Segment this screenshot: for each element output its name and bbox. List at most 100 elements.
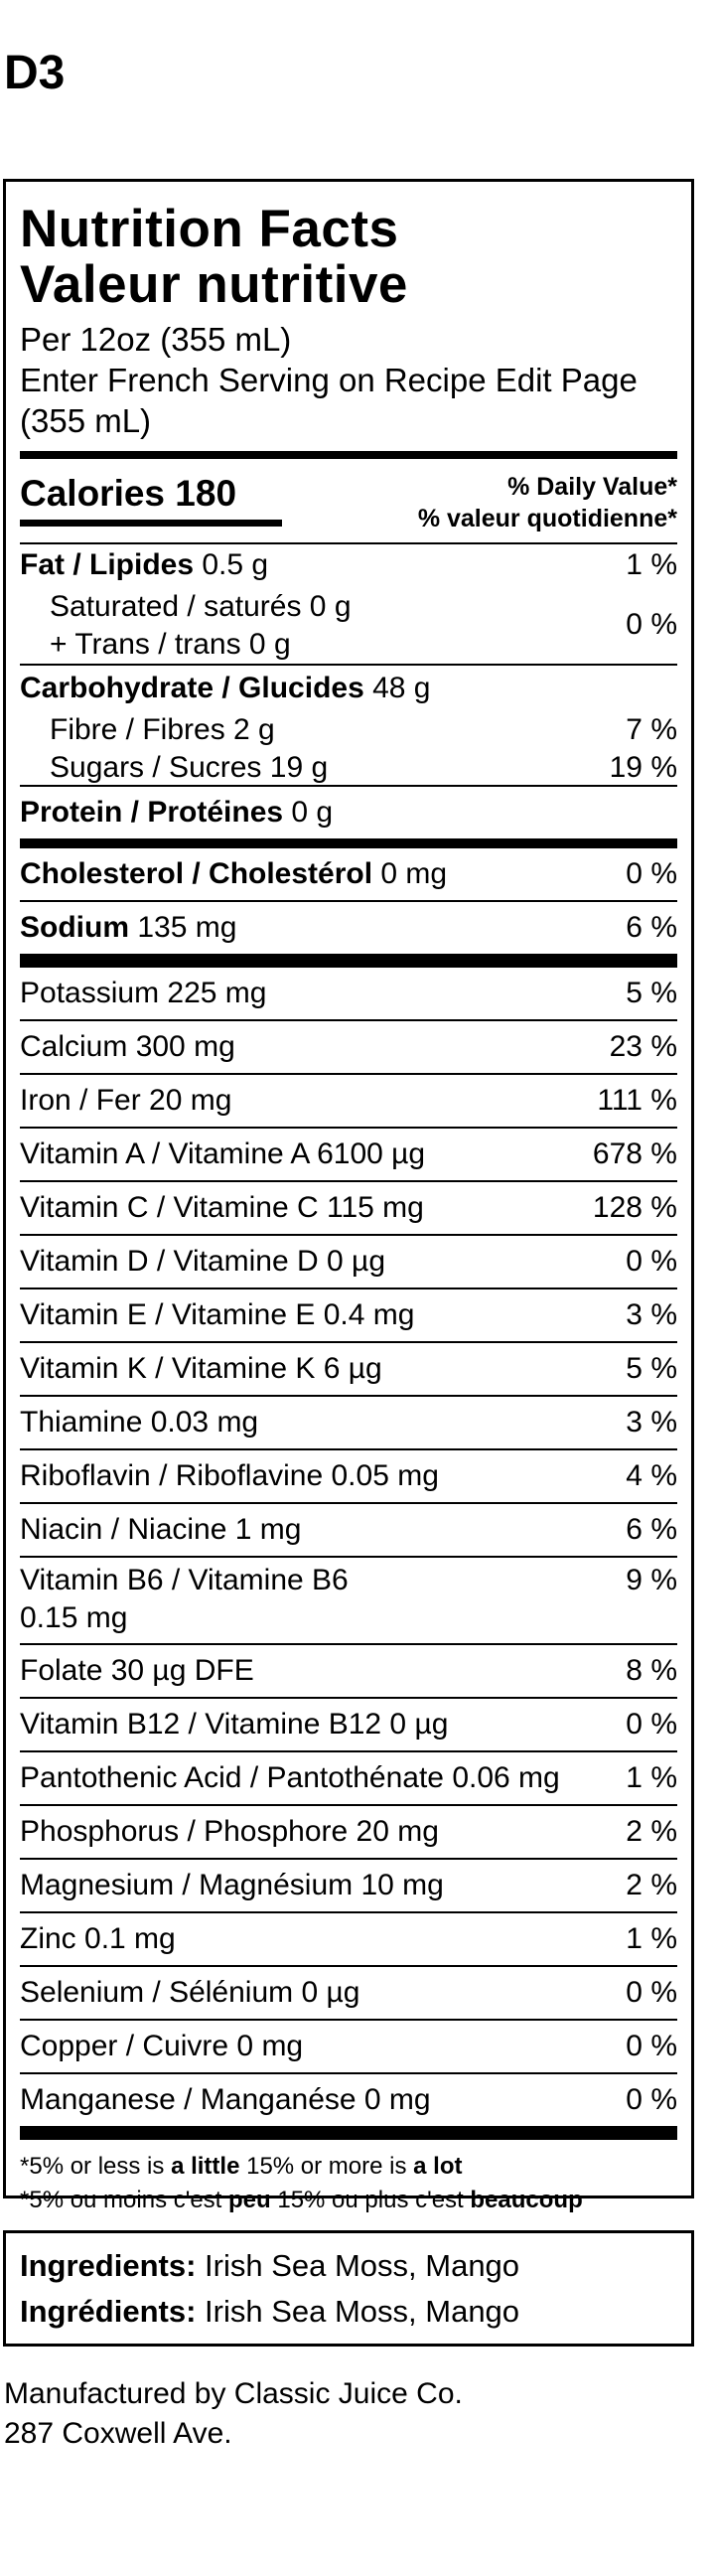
divider xyxy=(20,785,677,787)
carb-label: Carbohydrate / Glucides xyxy=(20,672,364,704)
protein-label: Protein / Protéines xyxy=(20,796,284,829)
protein-text: Protein / Protéines 0 g xyxy=(20,787,333,838)
nutrient-pct: 0 % xyxy=(626,1976,677,2009)
manufacturer-info: Manufactured by Classic Juice Co. 287 Co… xyxy=(4,2374,463,2454)
divider xyxy=(20,1502,677,1504)
nutrient-pct: 6 % xyxy=(626,1513,677,1546)
nutrient-label: Manganese / Manganése 0 mg xyxy=(20,2083,431,2116)
vitamin-b6-pct: 9 % xyxy=(626,1564,677,1596)
footnote-en-c: 15% or more is xyxy=(239,2153,414,2180)
nutrient-pct: 5 % xyxy=(626,977,677,1009)
ingredients-fr-label: Ingrédients: xyxy=(20,2294,197,2329)
nutrient-pct: 2 % xyxy=(626,1815,677,1848)
divider xyxy=(20,1643,677,1645)
nutrient-label: Magnesium / Magnésium 10 mg xyxy=(20,1869,444,1901)
protein-amount: 0 g xyxy=(283,796,334,829)
ingredients-english: Ingredients: Irish Sea Moss, Mango xyxy=(20,2243,677,2289)
divider xyxy=(20,542,677,544)
footnote-fr-b: peu xyxy=(228,2187,271,2213)
fibre-row: Fibre / Fibres 2 g xyxy=(50,713,275,746)
nutrient-label: Folate 30 µg DFE xyxy=(20,1654,254,1687)
vitamin-b6-amount: 0.15 mg xyxy=(20,1601,128,1634)
footnote-english: *5% or less is a little 15% or more is a… xyxy=(20,2150,677,2184)
nutrient-pct: 23 % xyxy=(609,1030,677,1063)
nutrient-label: Vitamin B12 / Vitamine B12 0 µg xyxy=(20,1708,449,1741)
daily-value-header-en: % Daily Value* xyxy=(507,473,677,501)
divider xyxy=(20,1556,677,1558)
divider xyxy=(20,1019,677,1021)
fat-label: Fat / Lipides xyxy=(20,548,195,581)
divider-thick xyxy=(20,451,677,459)
nutrient-row: Vitamin A / Vitamine A 6100 µg 678 % xyxy=(20,1129,677,1180)
nutrient-label: Pantothenic Acid / Pantothénate 0.06 mg xyxy=(20,1761,560,1794)
fat-pct: 1 % xyxy=(626,548,677,581)
nutrient-pct: 8 % xyxy=(626,1654,677,1687)
manufacturer-name: Manufactured by Classic Juice Co. xyxy=(4,2377,463,2410)
nutrient-row: Manganese / Manganése 0 mg 0 % xyxy=(20,2074,677,2126)
nutrition-facts-table: Nutrition Facts Valeur nutritive Per 12o… xyxy=(3,179,694,2213)
nutrient-pct: 128 % xyxy=(592,1191,677,1224)
saturated-row: Saturated / saturés 0 g xyxy=(50,590,352,623)
heading-english: Nutrition Facts xyxy=(20,200,399,258)
daily-value-header: % Daily Value* % valeur quotidienne* xyxy=(418,471,677,534)
nutrient-label: Vitamin C / Vitamine C 115 mg xyxy=(20,1191,424,1224)
sodium-amount: 135 mg xyxy=(129,911,237,944)
footnote-fr-c: 15% ou plus c'est xyxy=(270,2187,471,2213)
divider xyxy=(20,1234,677,1236)
nutrient-label: Riboflavin / Riboflavine 0.05 mg xyxy=(20,1459,439,1492)
nutrient-row: Potassium 225 mg 5 % xyxy=(20,968,677,1019)
footnote-fr-a: *5% ou moins c'est xyxy=(20,2187,229,2213)
cholesterol-text: Cholesterol / Cholestérol 0 mg xyxy=(20,848,447,900)
nutrient-row: Zinc 0.1 mg 1 % xyxy=(20,1913,677,1965)
nutrient-row: Vitamin E / Vitamine E 0.4 mg 3 % xyxy=(20,1289,677,1341)
nutrient-row: Vitamin C / Vitamine C 115 mg 128 % xyxy=(20,1182,677,1234)
nutrient-label: Vitamin A / Vitamine A 6100 µg xyxy=(20,1137,426,1170)
nutrient-label: Vitamin E / Vitamine E 0.4 mg xyxy=(20,1298,415,1331)
divider xyxy=(20,1341,677,1343)
sodium-text: Sodium 135 mg xyxy=(20,902,236,954)
nutrient-row: Thiamine 0.03 mg 3 % xyxy=(20,1397,677,1448)
fat-amount: 0.5 g xyxy=(194,548,269,581)
vitamin-b6-row: Vitamin B6 / Vitamine B6 0.15 mg 9 % xyxy=(20,1558,677,1643)
nutrient-pct: 1 % xyxy=(626,1761,677,1794)
sodium-row: Sodium 135 mg 6 % xyxy=(20,902,677,954)
nutrient-row: Vitamin D / Vitamine D 0 µg 0 % xyxy=(20,1236,677,1288)
ingredients-french: Ingrédients: Irish Sea Moss, Mango xyxy=(20,2289,677,2335)
divider xyxy=(20,1180,677,1182)
divider xyxy=(20,1448,677,1450)
nutrient-label: Thiamine 0.03 mg xyxy=(20,1406,259,1439)
calories-label: Calories 180 xyxy=(20,473,237,514)
nutrient-row: Pantothenic Acid / Pantothénate 0.06 mg 1… xyxy=(20,1752,677,1804)
nutrient-label: Vitamin K / Vitamine K 6 µg xyxy=(20,1352,382,1385)
cholesterol-row: Cholesterol / Cholestérol 0 mg 0 % xyxy=(20,848,677,900)
nutrient-label: Potassium 225 mg xyxy=(20,977,267,1009)
carb-amount: 48 g xyxy=(363,672,431,704)
nutrient-row: Riboflavin / Riboflavine 0.05 mg 4 % xyxy=(20,1450,677,1502)
serving-size: Per 12oz (355 mL) Enter French Serving o… xyxy=(20,319,677,441)
manufacturer-address: 287 Coxwell Ave. xyxy=(4,2417,232,2450)
nutrient-row: Folate 30 µg DFE 8 % xyxy=(20,1645,677,1697)
serving-line-1: Per 12oz (355 mL) xyxy=(20,321,292,358)
serving-line-3: (355 mL) xyxy=(20,402,152,439)
nutrient-label: Phosphorus / Phosphore 20 mg xyxy=(20,1815,439,1848)
nutrient-row: Calcium 300 mg 23 % xyxy=(20,1021,677,1073)
cholesterol-amount: 0 mg xyxy=(372,857,448,890)
divider xyxy=(20,1911,677,1913)
footnote-fr-d: beaucoup xyxy=(470,2187,583,2213)
calories-underline xyxy=(20,520,282,527)
ingredients-en-label: Ingredients: xyxy=(20,2248,197,2283)
divider xyxy=(20,1288,677,1289)
carb-row: Carbohydrate / Glucides 48 g xyxy=(20,672,431,705)
sodium-pct: 6 % xyxy=(626,911,677,944)
footnote-en-d: a lot xyxy=(413,2153,463,2180)
daily-value-footnote: *5% or less is a little 15% or more is a… xyxy=(20,2140,677,2217)
nutrient-row: Copper / Cuivre 0 mg 0 % xyxy=(20,2021,677,2072)
nutrient-pct: 0 % xyxy=(626,2083,677,2116)
nutrient-label: Selenium / Sélénium 0 µg xyxy=(20,1976,360,2009)
nutrient-row: Niacin / Niacine 1 mg 6 % xyxy=(20,1504,677,1556)
nutrient-pct: 3 % xyxy=(626,1298,677,1331)
divider xyxy=(20,664,677,666)
nutrient-pct: 4 % xyxy=(626,1459,677,1492)
divider xyxy=(20,1965,677,1967)
ingredients-en-value: Irish Sea Moss, Mango xyxy=(196,2248,520,2283)
